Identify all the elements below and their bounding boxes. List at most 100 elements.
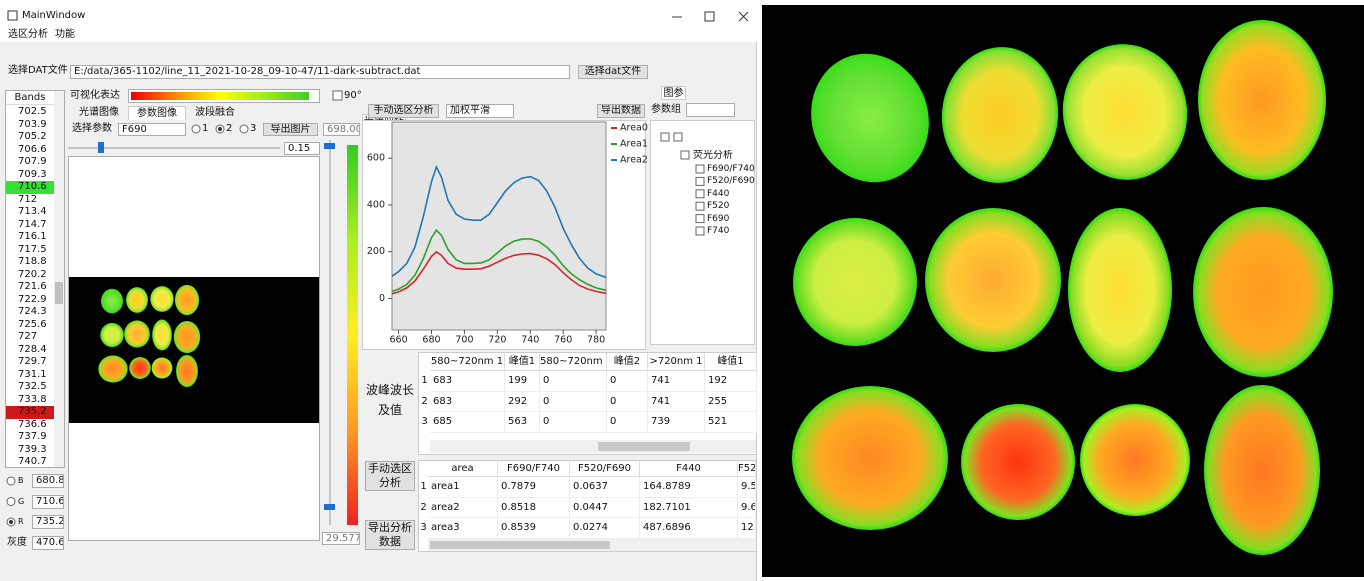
visual-label: 可视化表达 — [70, 90, 120, 101]
channel-field: 680.8 — [32, 474, 64, 488]
channel-label: G — [18, 496, 25, 506]
tree-item[interactable]: F520 — [707, 201, 730, 212]
menu-item[interactable]: 功能 — [55, 29, 75, 40]
table-cell: 685 — [430, 412, 505, 433]
row-label: 1 — [421, 375, 428, 386]
band-item[interactable]: 720.2 — [18, 268, 47, 280]
band-item[interactable]: 721.6 — [18, 281, 47, 292]
band-item[interactable]: 722.9 — [18, 293, 47, 305]
channel-label: B — [18, 476, 24, 485]
gray-field: 470.6 — [32, 536, 64, 550]
table-cell: 487.6896 — [640, 518, 738, 539]
leaf — [1080, 404, 1190, 516]
tree-group[interactable]: 荧光分析 — [693, 150, 733, 161]
file-path: E:/data/365-1102/line_11_2021-10-28_09-1… — [70, 65, 570, 79]
slider-field: 0.15 — [284, 142, 320, 155]
tab[interactable]: 波段融合 — [195, 107, 235, 118]
table-header: F440 — [640, 461, 738, 477]
band-item[interactable]: 731.1 — [18, 368, 47, 380]
colormap-bar — [131, 92, 309, 100]
menu-item[interactable]: 选区分析 — [8, 29, 48, 40]
table-cell: 0 — [607, 391, 648, 412]
table-cell: 0 — [540, 371, 607, 392]
table-cell: 0.0447 — [570, 497, 640, 518]
band-item[interactable]: 716.1 — [18, 231, 47, 242]
band-item[interactable]: 740.7 — [18, 456, 47, 467]
export-image-button[interactable]: 导出图片 — [263, 123, 318, 136]
analyze-button[interactable]: 手动选区分析 — [368, 104, 439, 118]
table-cell: 0.7879 — [498, 477, 570, 498]
export-data-button[interactable]: 导出数据 — [597, 104, 645, 118]
tree-item[interactable]: F740 — [707, 226, 730, 236]
tab[interactable]: 光谱图像 — [79, 107, 119, 118]
band-item[interactable]: 712 — [18, 193, 38, 205]
table-cell: 521 — [705, 412, 757, 433]
band-item[interactable]: 703.9 — [18, 118, 47, 130]
table-cell: 683 — [430, 371, 505, 392]
peak-label: 波峰波长及值 — [365, 383, 414, 417]
scrollbar — [54, 91, 64, 467]
param-field: 698.000 — [323, 123, 360, 136]
band-item[interactable]: 736.6 — [18, 418, 47, 430]
leaf — [1062, 44, 1188, 180]
checkbox-label: 90° — [344, 90, 362, 101]
row-label: 2 — [420, 501, 427, 513]
band-item[interactable]: 707.9 — [18, 156, 47, 167]
table-header: 580~720nm 2 — [540, 353, 607, 371]
gray-label: 灰度 — [7, 537, 27, 548]
params-tab[interactable]: 图参 — [661, 86, 686, 100]
band-item[interactable]: 735.2 — [6, 406, 54, 419]
band-item[interactable]: 724.3 — [18, 306, 47, 317]
band-item[interactable]: 732.5 — [18, 381, 47, 392]
param-dropdown[interactable]: F690 — [118, 123, 186, 136]
leaf — [961, 404, 1075, 520]
group-label: 参数组 — [651, 104, 681, 115]
band-item[interactable]: 729.7 — [18, 356, 47, 367]
tree-item[interactable]: F690 — [707, 213, 730, 224]
tab[interactable]: 参数图像 — [128, 106, 186, 120]
tree-item[interactable]: F690/F740 — [707, 164, 755, 174]
band-item[interactable]: 737.9 — [18, 431, 47, 442]
scroll-thumb — [598, 442, 690, 451]
table-header: 峰值2 — [607, 353, 648, 371]
leaf — [1193, 207, 1333, 377]
band-item[interactable]: 713.4 — [18, 206, 47, 217]
band-item[interactable]: 739.3 — [18, 443, 47, 455]
band-item[interactable]: 714.7 — [18, 218, 47, 230]
band-item[interactable]: 717.5 — [18, 243, 47, 255]
band-item[interactable]: 727 — [18, 331, 38, 342]
band-item[interactable]: 705.2 — [18, 131, 47, 142]
tree-item[interactable]: F520/F690 — [707, 176, 755, 187]
radio-label[interactable]: 1 — [202, 123, 209, 134]
table-header: 峰值1 — [705, 353, 757, 371]
scroll-thumb — [55, 282, 63, 304]
analyze-button[interactable]: 手动选区分析 — [365, 461, 415, 491]
table-cell: 0 — [607, 412, 648, 433]
leaf — [941, 47, 1059, 183]
channel-field: 710.6 — [32, 494, 64, 509]
band-item[interactable]: 702.5 — [18, 106, 47, 117]
table-cell: 0 — [540, 391, 607, 412]
band-item[interactable]: 718.8 — [18, 256, 47, 267]
band-item[interactable]: 733.8 — [18, 393, 47, 405]
colorbar-field: 29.577 — [322, 532, 360, 545]
band-item[interactable]: 710.6 — [6, 181, 54, 194]
export-analysis-button[interactable]: 导出分析数据 — [365, 520, 415, 550]
table-header: F520/F690 — [570, 461, 640, 477]
scroll-thumb — [430, 541, 610, 549]
radio-label[interactable]: 2 — [226, 123, 233, 134]
radio-label[interactable]: 3 — [250, 123, 257, 134]
table-cell: 741 — [648, 391, 705, 412]
band-item[interactable]: 709.3 — [18, 168, 47, 180]
band-item[interactable]: 706.6 — [18, 143, 47, 155]
band-item[interactable]: 725.6 — [18, 318, 47, 330]
band-item[interactable]: 728.4 — [18, 343, 47, 355]
leaf — [1068, 208, 1172, 372]
smooth-dropdown[interactable]: 加权平滑 — [446, 104, 514, 118]
tree-item[interactable]: F440 — [707, 188, 730, 199]
chart-panel — [362, 120, 646, 350]
table-header: 峰值1 — [505, 353, 540, 371]
group-dropdown[interactable] — [686, 103, 735, 117]
file-button[interactable]: 选择dat文件 — [578, 65, 648, 79]
